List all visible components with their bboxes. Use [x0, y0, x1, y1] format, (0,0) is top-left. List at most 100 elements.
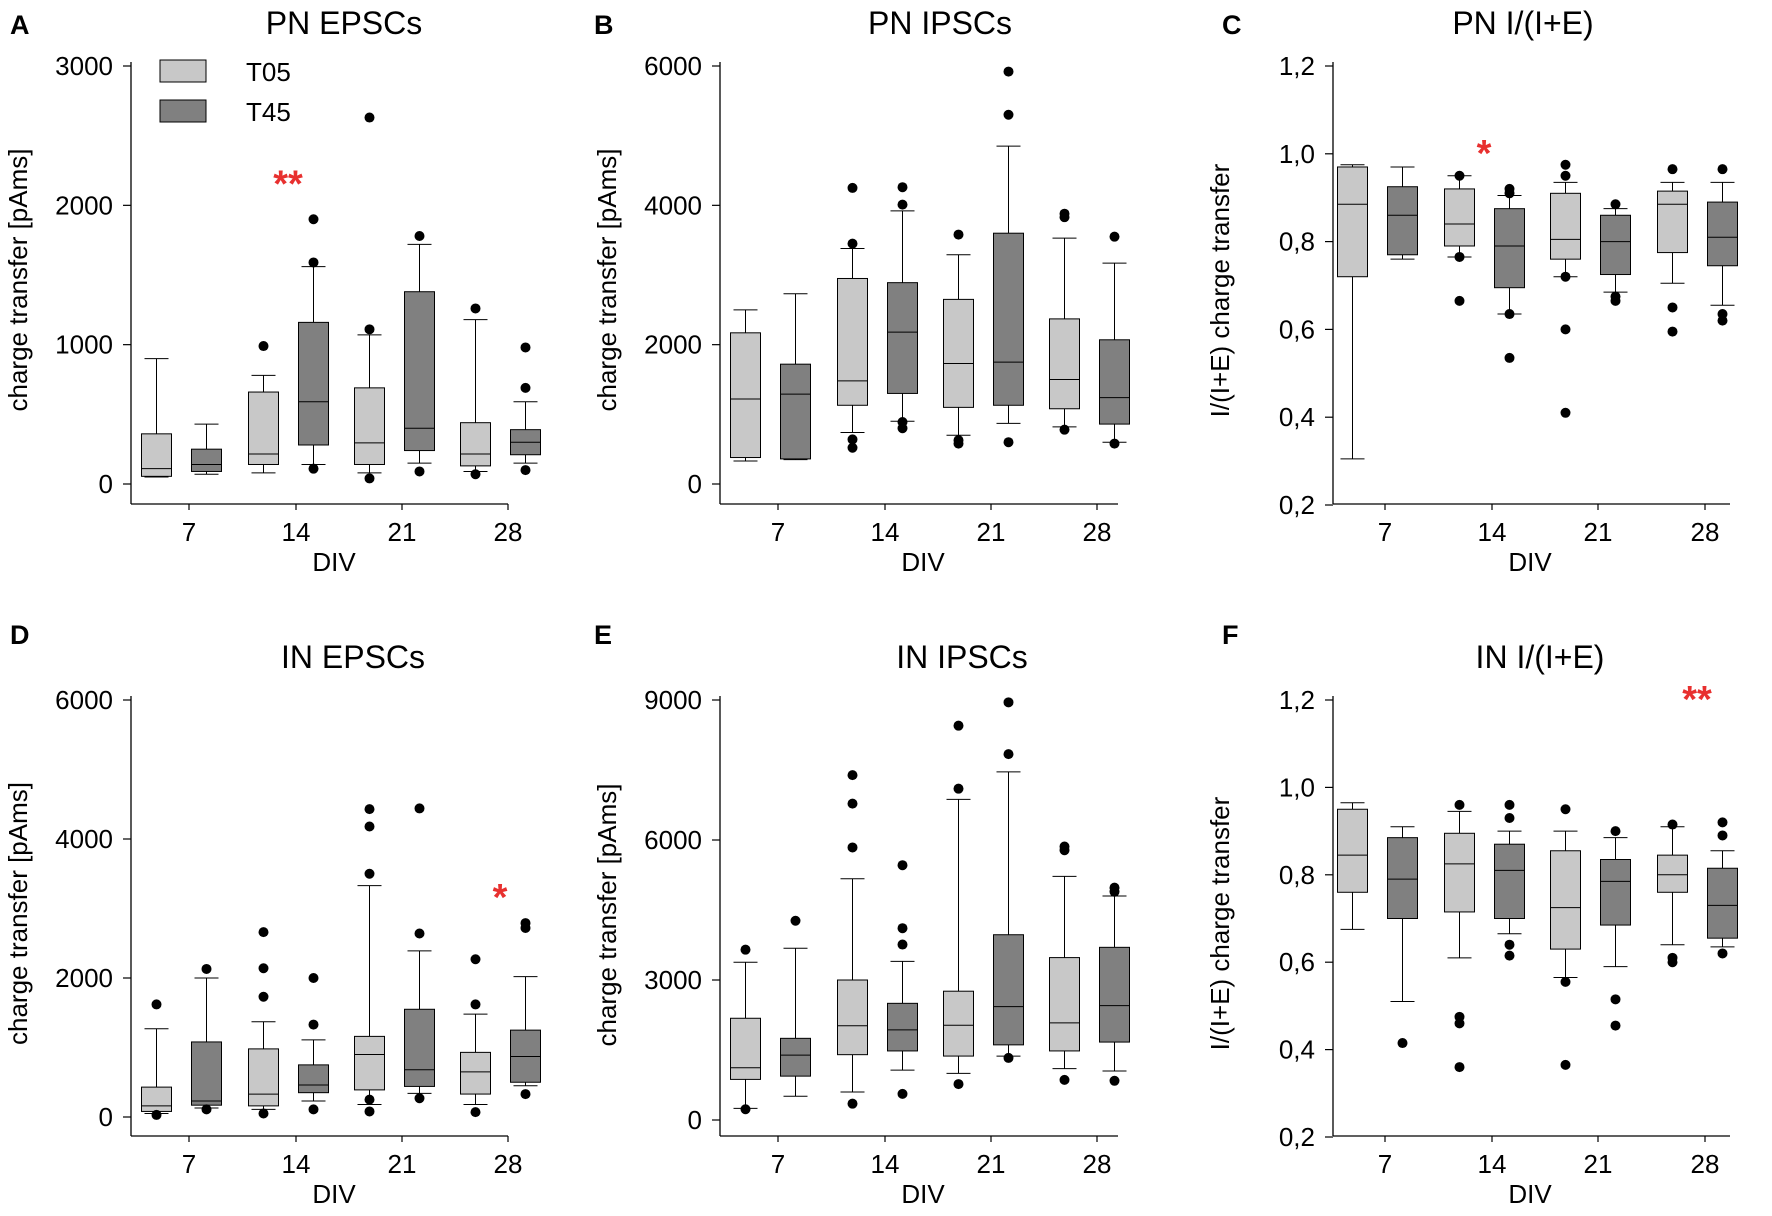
outlier-point — [1504, 950, 1515, 961]
y-tick-label: 0,4 — [1279, 402, 1315, 432]
significance-marker: ** — [273, 163, 303, 205]
outlier-point — [1610, 826, 1621, 837]
outlier-point — [847, 798, 858, 809]
x-axis-label: DIV — [1508, 1179, 1552, 1209]
outlier-point — [520, 382, 531, 393]
y-tick-label: 2000 — [55, 190, 113, 220]
box-t05-div-7 — [730, 944, 761, 1115]
box-iqr — [943, 298, 974, 408]
box-iqr — [354, 1035, 385, 1091]
outlier-point — [1717, 164, 1728, 175]
box-t05-div-7 — [1337, 802, 1368, 930]
chart-title: PN I/(I+E) — [1452, 5, 1593, 41]
x-axis-label: DIV — [1508, 547, 1552, 577]
box-iqr — [1337, 808, 1368, 893]
significance-marker: * — [493, 877, 508, 919]
chart-title: IN I/(I+E) — [1476, 639, 1605, 675]
outlier-point — [897, 1088, 908, 1099]
box-t45-div-14 — [298, 973, 329, 1115]
chart-panel-c: C PN I/(I+E) 0,2 0,4 0,6 0,8 1,0 1,2 7 14 21 28 DIV I… — [1205, 5, 1738, 577]
outlier-point — [258, 963, 269, 974]
box-t05-div-28 — [1049, 208, 1080, 435]
chart-title: PN EPSCs — [266, 5, 422, 41]
box-iqr — [780, 1037, 811, 1077]
box-t05-div-28 — [1049, 841, 1080, 1085]
x-tick-label: 14 — [871, 517, 900, 547]
outlier-point — [1667, 164, 1678, 175]
box-iqr — [460, 422, 491, 467]
box-iqr — [993, 232, 1024, 406]
box-iqr — [1444, 832, 1475, 913]
box-t05-div-28 — [1657, 164, 1688, 337]
box-iqr — [1387, 186, 1418, 256]
outlier-point — [1504, 812, 1515, 823]
outlier-point — [308, 1019, 319, 1030]
x-tick-label: 7 — [771, 1149, 785, 1179]
y-axis-label: charge transfer [pAms] — [3, 149, 33, 412]
outlier-point — [1003, 697, 1014, 708]
box-iqr — [730, 1017, 761, 1080]
box-t45-div-21 — [404, 230, 435, 477]
outlier-point — [1504, 183, 1515, 194]
y-tick-label: 1,0 — [1279, 139, 1315, 169]
y-tick-label: 6000 — [644, 51, 702, 81]
y-tick-label: 4000 — [55, 824, 113, 854]
panel-letter: C — [1222, 10, 1242, 40]
y-axis-label: I/(I+E) charge transfer — [1205, 163, 1235, 417]
outlier-point — [364, 821, 375, 832]
outlier-point — [414, 1093, 425, 1104]
box-t45-div-14 — [1494, 799, 1525, 961]
box-t45-div-21 — [993, 66, 1024, 448]
box-iqr — [887, 282, 918, 394]
box-iqr — [1494, 208, 1525, 289]
x-axis-label: DIV — [901, 547, 945, 577]
outlier-point — [1059, 424, 1070, 435]
y-tick-label: 1,0 — [1279, 772, 1315, 802]
outlier-point — [364, 324, 375, 335]
box-t45-div-28 — [1707, 817, 1738, 959]
box-t45-div-28 — [1099, 882, 1130, 1086]
outlier-point — [1610, 1020, 1621, 1031]
y-tick-label: 2000 — [55, 963, 113, 993]
box-iqr — [1387, 837, 1418, 920]
x-tick-label: 14 — [871, 1149, 900, 1179]
box-iqr — [248, 391, 279, 465]
outlier-point — [1560, 1059, 1571, 1070]
x-tick-label: 21 — [388, 1149, 417, 1179]
x-tick-label: 7 — [771, 517, 785, 547]
y-tick-label: 9000 — [644, 685, 702, 715]
x-tick-label: 28 — [1691, 1149, 1720, 1179]
y-tick-label: 6000 — [55, 685, 113, 715]
legend-label-t45: T45 — [246, 97, 291, 127]
outlier-point — [847, 1098, 858, 1109]
y-tick-label: 1000 — [55, 330, 113, 360]
box-t05-div-21 — [943, 229, 974, 449]
outlier-point — [897, 939, 908, 950]
y-axis-label: charge transfer [pAms] — [592, 149, 622, 412]
outlier-point — [1610, 291, 1621, 302]
legend: T05 T45 — [159, 57, 291, 127]
outlier-point — [1717, 948, 1728, 959]
y-tick-label: 1,2 — [1279, 685, 1315, 715]
outlier-point — [1003, 66, 1014, 77]
outlier-point — [470, 954, 481, 965]
box-t45-div-14 — [1494, 183, 1525, 363]
outlier-point — [953, 720, 964, 731]
y-tick-label: 3000 — [644, 965, 702, 995]
box-t05-div-21 — [354, 804, 385, 1117]
outlier-point — [1560, 271, 1571, 282]
box-t05-div-28 — [460, 954, 491, 1118]
box-t05-div-7 — [141, 999, 172, 1120]
y-tick-label: 1,2 — [1279, 51, 1315, 81]
chart-title: IN IPSCs — [896, 639, 1028, 675]
box-iqr — [1707, 201, 1738, 267]
box-iqr — [298, 1064, 329, 1094]
box-t45-div-28 — [1099, 231, 1130, 449]
x-tick-label: 21 — [388, 517, 417, 547]
x-axis-label: DIV — [312, 1179, 356, 1209]
y-tick-label: 3000 — [55, 51, 113, 81]
outlier-point — [364, 1094, 375, 1105]
outlier-point — [1454, 799, 1465, 810]
y-tick-label: 4000 — [644, 190, 702, 220]
